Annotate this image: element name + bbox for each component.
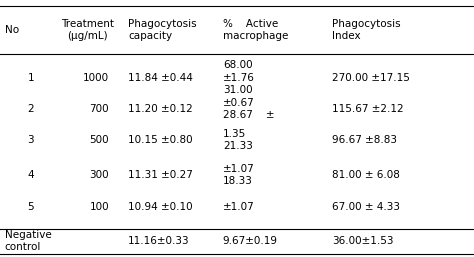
Text: Negative
control: Negative control [5,230,52,252]
Text: 1.35
21.33: 1.35 21.33 [223,129,253,151]
Text: 11.20 ±0.12: 11.20 ±0.12 [128,104,193,114]
Text: ±0.67
28.67    ±: ±0.67 28.67 ± [223,98,274,121]
Text: ±1.07
18.33: ±1.07 18.33 [223,163,255,186]
Text: 270.00 ±17.15: 270.00 ±17.15 [332,73,410,83]
Text: Treatment
(μg/mL): Treatment (μg/mL) [61,19,114,41]
Text: 4: 4 [27,170,34,180]
Text: No: No [5,25,19,35]
Text: ±1.07: ±1.07 [223,202,255,212]
Text: 500: 500 [90,135,109,145]
Text: 67.00 ± 4.33: 67.00 ± 4.33 [332,202,400,212]
Text: 68.00
±1.76
31.00: 68.00 ±1.76 31.00 [223,60,255,95]
Text: 700: 700 [90,104,109,114]
Text: %    Active
macrophage: % Active macrophage [223,19,288,41]
Text: Phagocytosis
Index: Phagocytosis Index [332,19,401,41]
Text: 81.00 ± 6.08: 81.00 ± 6.08 [332,170,400,180]
Text: 11.16±0.33: 11.16±0.33 [128,236,190,246]
Text: Phagocytosis
capacity: Phagocytosis capacity [128,19,197,41]
Text: 11.84 ±0.44: 11.84 ±0.44 [128,73,193,83]
Text: 115.67 ±2.12: 115.67 ±2.12 [332,104,403,114]
Text: 1000: 1000 [83,73,109,83]
Text: 300: 300 [90,170,109,180]
Text: 2: 2 [27,104,34,114]
Text: 1: 1 [27,73,34,83]
Text: 96.67 ±8.83: 96.67 ±8.83 [332,135,397,145]
Text: 100: 100 [90,202,109,212]
Text: 3: 3 [27,135,34,145]
Text: 5: 5 [27,202,34,212]
Text: 36.00±1.53: 36.00±1.53 [332,236,393,246]
Text: 9.67±0.19: 9.67±0.19 [223,236,278,246]
Text: 10.94 ±0.10: 10.94 ±0.10 [128,202,192,212]
Text: 11.31 ±0.27: 11.31 ±0.27 [128,170,193,180]
Text: 10.15 ±0.80: 10.15 ±0.80 [128,135,192,145]
